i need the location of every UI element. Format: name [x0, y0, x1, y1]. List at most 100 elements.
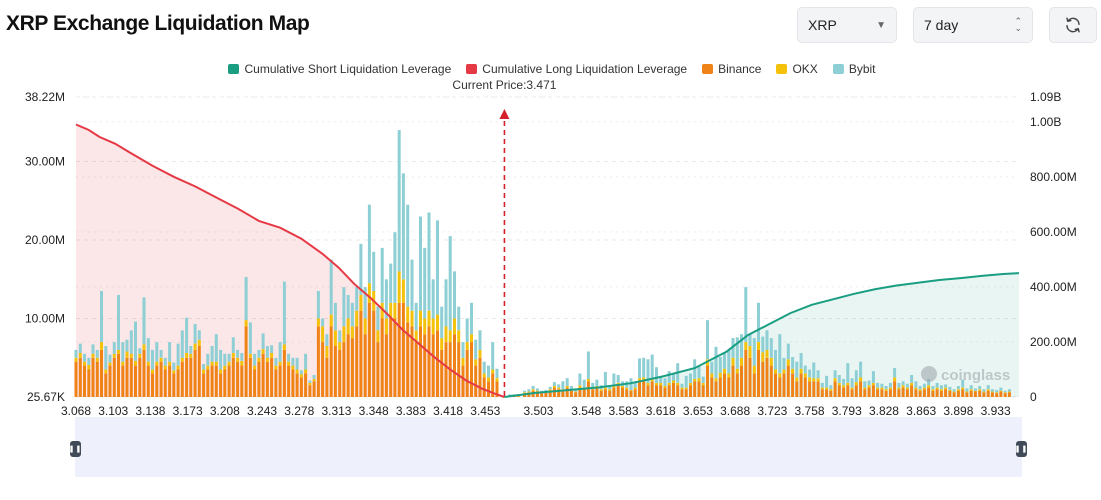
bar-binance: [582, 389, 586, 397]
bar-binance: [748, 357, 752, 397]
bar-bybit: [718, 357, 722, 373]
bar-binance: [134, 365, 137, 397]
range-select[interactable]: 7 day ⌃ ⌄: [913, 7, 1033, 43]
bar-bybit: [944, 384, 948, 388]
bar-okx: [599, 389, 603, 391]
bar-okx: [697, 378, 701, 382]
bar-okx: [876, 387, 880, 390]
bar-okx: [265, 357, 269, 362]
bar-bybit: [83, 353, 86, 362]
bar-bybit: [134, 321, 137, 361]
bar-binance: [608, 390, 612, 397]
bar-binance: [363, 334, 367, 397]
bar-okx: [961, 387, 965, 390]
bar-bybit: [893, 368, 897, 378]
bar-binance: [495, 381, 499, 397]
bar-binance: [172, 373, 176, 397]
bar-binance: [478, 357, 482, 397]
bar-bybit: [465, 318, 469, 342]
bar-binance: [918, 390, 922, 397]
bar-binance: [440, 349, 444, 397]
bar-bybit: [565, 378, 569, 386]
y-left-tick-label: 38.22M: [25, 90, 65, 104]
bar-binance: [752, 373, 756, 397]
bar-okx: [423, 318, 427, 335]
page-title: XRP Exchange Liquidation Map: [6, 12, 310, 35]
bar-okx: [291, 365, 295, 370]
bar-binance: [376, 342, 380, 397]
bar-bybit: [129, 330, 133, 354]
bar-binance: [244, 326, 248, 397]
bar-binance: [706, 365, 709, 397]
bar-bybit: [265, 346, 269, 358]
bar-binance: [795, 381, 799, 397]
bar-binance: [693, 381, 697, 397]
bar-bybit: [612, 373, 616, 386]
legend-item-okx[interactable]: OKX: [773, 62, 818, 76]
bar-bybit: [410, 259, 414, 311]
bar-binance: [125, 357, 129, 397]
bar-binance: [423, 334, 427, 397]
bar-bybit: [427, 212, 431, 311]
x-tick-label: 3.758: [795, 404, 825, 418]
bar-okx: [684, 387, 688, 390]
x-tick-label: 3.243: [247, 404, 277, 418]
bar-bybit: [667, 371, 671, 383]
range-slider-track[interactable]: [75, 417, 1022, 477]
legend-label-binance: Binance: [718, 62, 762, 76]
bar-okx: [444, 326, 448, 343]
bar-bybit: [854, 370, 858, 383]
bar-bybit: [689, 373, 692, 383]
bar-bybit: [901, 381, 905, 386]
legend-swatch-binance: [702, 64, 714, 74]
bar-bybit: [214, 334, 218, 362]
legend-item-bybit[interactable]: Bybit: [830, 62, 876, 76]
bar-okx: [274, 365, 278, 370]
bar-okx: [163, 365, 167, 370]
legend-item-binance[interactable]: Binance: [699, 62, 761, 76]
bar-okx: [210, 361, 214, 366]
bar-okx: [474, 359, 478, 366]
bar-bybit: [423, 247, 427, 319]
bar-bybit: [282, 281, 286, 345]
bar-okx: [842, 385, 846, 388]
bar-binance: [633, 389, 637, 397]
bar-binance: [850, 389, 854, 397]
bar-binance: [321, 342, 325, 397]
bar-bybit: [440, 306, 444, 339]
bar-bybit: [478, 330, 482, 350]
refresh-button[interactable]: [1049, 7, 1097, 43]
x-tick-label: 3.313: [321, 404, 351, 418]
bar-bybit: [202, 364, 206, 370]
slider-handle-right[interactable]: ❚❚: [1015, 441, 1027, 457]
bar-binance: [393, 318, 397, 397]
bar-okx: [714, 378, 718, 382]
bar-bybit: [227, 353, 231, 362]
x-tick-label: 3.688: [720, 404, 750, 418]
bar-okx: [83, 361, 86, 366]
bar-okx: [359, 295, 363, 311]
bar-okx: [121, 361, 125, 366]
coin-select[interactable]: XRP ▼: [797, 7, 897, 43]
bar-okx: [129, 353, 133, 358]
bar-okx: [189, 353, 193, 358]
coinglass-logo-icon: [921, 366, 937, 382]
bar-okx: [995, 392, 999, 394]
bar-binance: [117, 353, 120, 397]
bar-okx: [470, 334, 473, 342]
bar-okx: [146, 361, 150, 366]
bar-bybit: [795, 361, 799, 378]
bar-binance: [884, 390, 888, 397]
bar-okx: [778, 373, 782, 378]
legend-item-short[interactable]: Cumulative Short Liquidation Leverage: [225, 62, 451, 76]
bar-okx: [287, 361, 291, 366]
bar-binance: [325, 357, 329, 397]
bar-bybit: [867, 380, 871, 386]
bar-binance: [769, 365, 773, 397]
bar-okx: [253, 365, 257, 370]
slider-handle-left[interactable]: ❚❚: [69, 441, 81, 457]
bar-okx: [219, 369, 223, 374]
bar-bybit: [846, 363, 850, 383]
legend-item-long[interactable]: Cumulative Long Liquidation Leverage: [463, 62, 687, 76]
bar-binance: [427, 326, 431, 397]
